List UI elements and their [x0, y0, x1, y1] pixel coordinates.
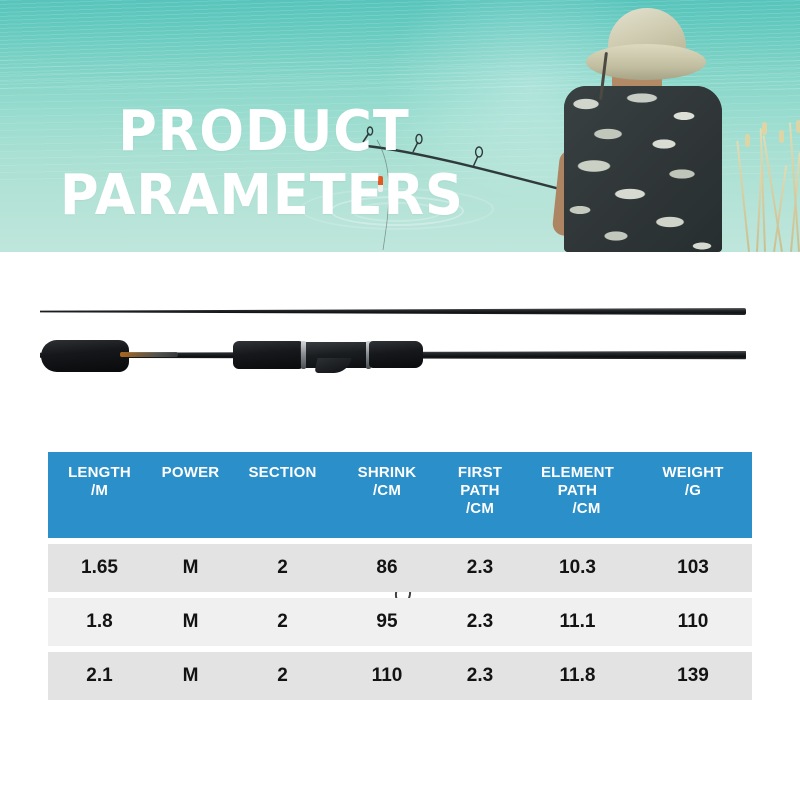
column-header-line: WEIGHT — [662, 464, 724, 481]
column-header-length: LENGTH /M — [48, 452, 151, 538]
cell-power: M — [182, 665, 199, 686]
table-header-row: LENGTH /M POWER SECTION SHRINK /CM FIRST… — [48, 452, 752, 538]
column-header-section: SECTION — [230, 452, 335, 538]
tropical-print-pattern — [564, 86, 722, 252]
water-ripple-icon — [330, 196, 464, 226]
hero-title-line-2: PARAMETERS — [60, 162, 464, 228]
column-header-element-path: ELEMENT PATH /CM — [521, 452, 634, 538]
table-row: 2.1 M 2 110 2.3 11.8 139 — [48, 652, 752, 700]
cell-shrink: 86 — [376, 557, 398, 578]
cell-section: 2 — [277, 665, 288, 686]
cell-element-path: 10.3 — [559, 557, 596, 578]
cell-first-path: 2.3 — [466, 557, 494, 578]
column-header-unit: /CM — [572, 500, 601, 517]
cell-weight: 110 — [677, 611, 709, 632]
reeds-icon — [736, 120, 800, 252]
hero-banner: PRODUCT PARAMETERS — [0, 0, 800, 252]
column-header-line: FIRST — [457, 464, 503, 481]
rod-blank-shape — [40, 308, 746, 315]
cell-element-path: 11.8 — [559, 665, 596, 686]
cell-weight: 103 — [677, 557, 709, 578]
reel-seat-ring — [301, 341, 306, 369]
bucket-hat-icon — [586, 8, 706, 101]
cell-section: 2 — [277, 557, 288, 578]
cell-section: 2 — [277, 611, 288, 632]
cell-length: 1.8 — [86, 611, 113, 632]
water-ripple-icon — [300, 188, 494, 230]
cell-shrink: 110 — [371, 665, 403, 686]
column-header-line: ELEMENT — [540, 464, 615, 481]
torso-shirt — [564, 86, 722, 252]
column-header-line: PATH — [557, 482, 598, 499]
water-ripple-icon — [352, 202, 442, 222]
column-header-first-path: FIRST PATH /CM — [439, 452, 521, 538]
cell-power: M — [182, 557, 199, 578]
trigger-reel-seat — [300, 340, 372, 373]
column-header-unit: /G — [684, 482, 702, 499]
cell-length: 1.65 — [81, 557, 118, 578]
fishing-float-icon — [378, 176, 383, 192]
column-header-unit: /CM — [372, 482, 402, 499]
column-header-unit: /CM — [465, 500, 495, 517]
cell-element-path: 11.1 — [559, 611, 596, 632]
column-header-unit: /M — [90, 482, 109, 499]
column-header-line: LENGTH — [68, 464, 131, 481]
cell-weight: 139 — [677, 665, 709, 686]
rod-tip-section — [40, 308, 746, 315]
cell-first-path: 2.3 — [466, 611, 494, 632]
column-header-weight: WEIGHT /G — [634, 452, 752, 538]
reel-seat-ring — [366, 341, 371, 369]
cell-power: M — [182, 611, 199, 632]
table-row: 1.65 M 2 86 2.3 10.3 103 — [48, 544, 752, 592]
table-row: 1.8 M 2 95 2.3 11.1 110 — [48, 598, 752, 646]
column-header-line: SECTION — [248, 464, 317, 481]
cell-length: 2.1 — [86, 665, 113, 686]
cell-shrink: 95 — [376, 611, 398, 632]
eva-fore-grip — [369, 341, 423, 368]
cell-first-path: 2.3 — [466, 665, 494, 686]
column-header-power: POWER — [151, 452, 230, 538]
column-header-line: SHRINK — [357, 464, 417, 481]
rod-decal-icon — [120, 352, 178, 357]
column-header-shrink: SHRINK /CM — [335, 452, 439, 538]
hero-title: PRODUCT PARAMETERS — [60, 98, 502, 228]
hero-title-line-1: PRODUCT — [118, 98, 410, 164]
eva-butt-cap — [41, 340, 129, 372]
parameters-table: LENGTH /M POWER SECTION SHRINK /CM FIRST… — [48, 452, 752, 700]
angler-figure — [551, 0, 800, 252]
column-header-line: POWER — [161, 464, 220, 481]
reel-seat-trigger — [314, 358, 352, 373]
column-header-line: PATH — [460, 482, 500, 499]
product-photo — [0, 252, 800, 607]
eva-rear-grip — [233, 341, 303, 369]
